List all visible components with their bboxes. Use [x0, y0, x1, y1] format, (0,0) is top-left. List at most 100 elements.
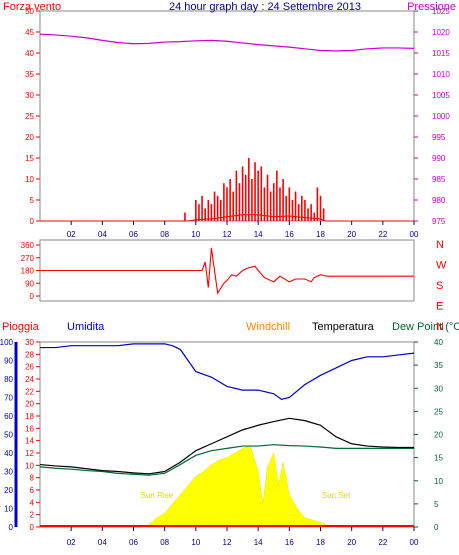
wind-tick-label: 30 — [25, 91, 34, 100]
compass-label: W — [436, 260, 447, 272]
x-tick-label: 20 — [347, 538, 356, 547]
humidity-line — [40, 343, 415, 400]
x-tick-label: 22 — [378, 538, 387, 547]
humidity-tick-label: 70 — [4, 394, 13, 403]
pressure-tick-label: 995 — [432, 133, 446, 142]
x-tick-label: 04 — [98, 230, 107, 239]
wind-tick-label: 0 — [30, 217, 35, 226]
pressure-tick-label: 990 — [432, 154, 446, 163]
direction-tick-label: 360 — [21, 241, 35, 250]
x-tick-label: 06 — [129, 230, 138, 239]
pressure-tick-label: 980 — [432, 196, 446, 205]
x-tick-label: 06 — [129, 538, 138, 547]
temperature-legend: Temperatura — [312, 321, 375, 333]
x-tick-label: 14 — [254, 538, 263, 547]
windchill-legend: Windchill — [246, 321, 290, 333]
wind-tick-label: 40 — [25, 49, 34, 58]
x-tick-label: 12 — [223, 230, 232, 239]
pressure-tick-label: 1020 — [432, 28, 450, 37]
rain-tick-label: 16 — [25, 424, 34, 433]
rain-tick-label: 30 — [25, 338, 34, 347]
x-tick-label: 18 — [316, 538, 325, 547]
wind-tick-label: 50 — [25, 7, 34, 16]
humidity-tick-label: 100 — [0, 338, 14, 347]
compass-label: N — [436, 321, 444, 333]
humidity-tick-label: 0 — [9, 523, 14, 532]
x-tick-label: 02 — [67, 230, 76, 239]
solar-area — [141, 445, 337, 528]
x-tick-label: 20 — [347, 230, 356, 239]
graph-title: 24 hour graph day : 24 Settembre 2013 — [169, 1, 361, 13]
x-tick-label: 16 — [285, 230, 294, 239]
pressure-tick-label: 1005 — [432, 91, 450, 100]
x-tick-label: 04 — [98, 538, 107, 547]
x-tick-label: 08 — [160, 538, 169, 547]
rain-tick-label: 10 — [25, 461, 34, 470]
temp-tick-label: 35 — [434, 361, 443, 370]
humidity-tick-label: 90 — [4, 357, 13, 366]
rain-tick-label: 12 — [25, 449, 34, 458]
x-tick-label: 10 — [191, 230, 200, 239]
pressure-tick-label: 1025 — [432, 7, 450, 16]
wind-direction-line — [40, 247, 414, 295]
humidity-tick-label: 40 — [4, 449, 13, 458]
wind-tick-label: 35 — [25, 70, 34, 79]
x-tick-label: 22 — [378, 230, 387, 239]
temp-tick-label: 10 — [434, 477, 443, 486]
humidity-tick-label: 10 — [4, 505, 13, 514]
wind-tick-label: 25 — [25, 112, 34, 121]
direction-tick-label: 0 — [30, 292, 35, 301]
rain-tick-label: 26 — [25, 363, 34, 372]
rain-tick-label: 22 — [25, 387, 34, 396]
direction-tick-label: 90 — [25, 279, 34, 288]
rain-tick-label: 20 — [25, 400, 34, 409]
direction-tick-label: 270 — [21, 254, 35, 263]
x-tick-label: 14 — [254, 230, 263, 239]
rain-tick-label: 2 — [30, 511, 35, 520]
pressure-tick-label: 985 — [432, 175, 446, 184]
x-tick-label: 18 — [316, 230, 325, 239]
x-tick-label: 16 — [285, 538, 294, 547]
wind-axis-title: Forza vento — [3, 1, 61, 13]
rain-tick-label: 6 — [30, 486, 35, 495]
x-tick-label: 02 — [67, 538, 76, 547]
humidity-tick-label: 60 — [4, 412, 13, 421]
rain-tick-label: 8 — [30, 474, 35, 483]
wind-tick-label: 20 — [25, 133, 34, 142]
sun-set-label: Sun Set — [322, 491, 351, 500]
temp-tick-label: 20 — [434, 431, 443, 440]
x-tick-label: 00 — [410, 230, 419, 239]
temp-tick-label: 30 — [434, 384, 443, 393]
compass-label: N — [436, 239, 444, 251]
dewpoint-line — [39, 444, 414, 476]
wind-tick-label: 45 — [25, 28, 34, 37]
temp-tick-label: 15 — [434, 454, 443, 463]
temperature-line — [39, 417, 414, 475]
wind-tick-label: 10 — [25, 175, 34, 184]
rain-tick-label: 14 — [25, 437, 34, 446]
x-tick-label: 12 — [223, 538, 232, 547]
compass-label: S — [436, 280, 443, 292]
rain-tick-label: 28 — [25, 350, 34, 359]
dewpoint-legend: Dew Point (°C — [392, 321, 459, 333]
rain-tick-label: 4 — [30, 498, 35, 507]
temp-tick-label: 0 — [434, 523, 439, 532]
x-tick-label: 08 — [160, 230, 169, 239]
humidity-tick-label: 20 — [4, 486, 13, 495]
humidity-tick-label: 80 — [4, 375, 13, 384]
humidity-tick-label: 30 — [4, 468, 13, 477]
sun-rise-label: Sun Rise — [141, 491, 174, 500]
wind-tick-label: 5 — [30, 196, 35, 205]
rain-tick-label: 0 — [30, 523, 35, 532]
x-tick-label: 10 — [191, 538, 200, 547]
pressure-axis-title: Pressione — [407, 1, 456, 13]
pressure-line — [39, 33, 415, 52]
wind-average-line — [40, 214, 414, 222]
rain-axis-title: Pioggia — [2, 321, 40, 333]
temp-tick-label: 25 — [434, 407, 443, 416]
pressure-tick-label: 1015 — [432, 49, 450, 58]
direction-tick-label: 180 — [21, 267, 35, 276]
pressure-tick-label: 1000 — [432, 112, 450, 121]
